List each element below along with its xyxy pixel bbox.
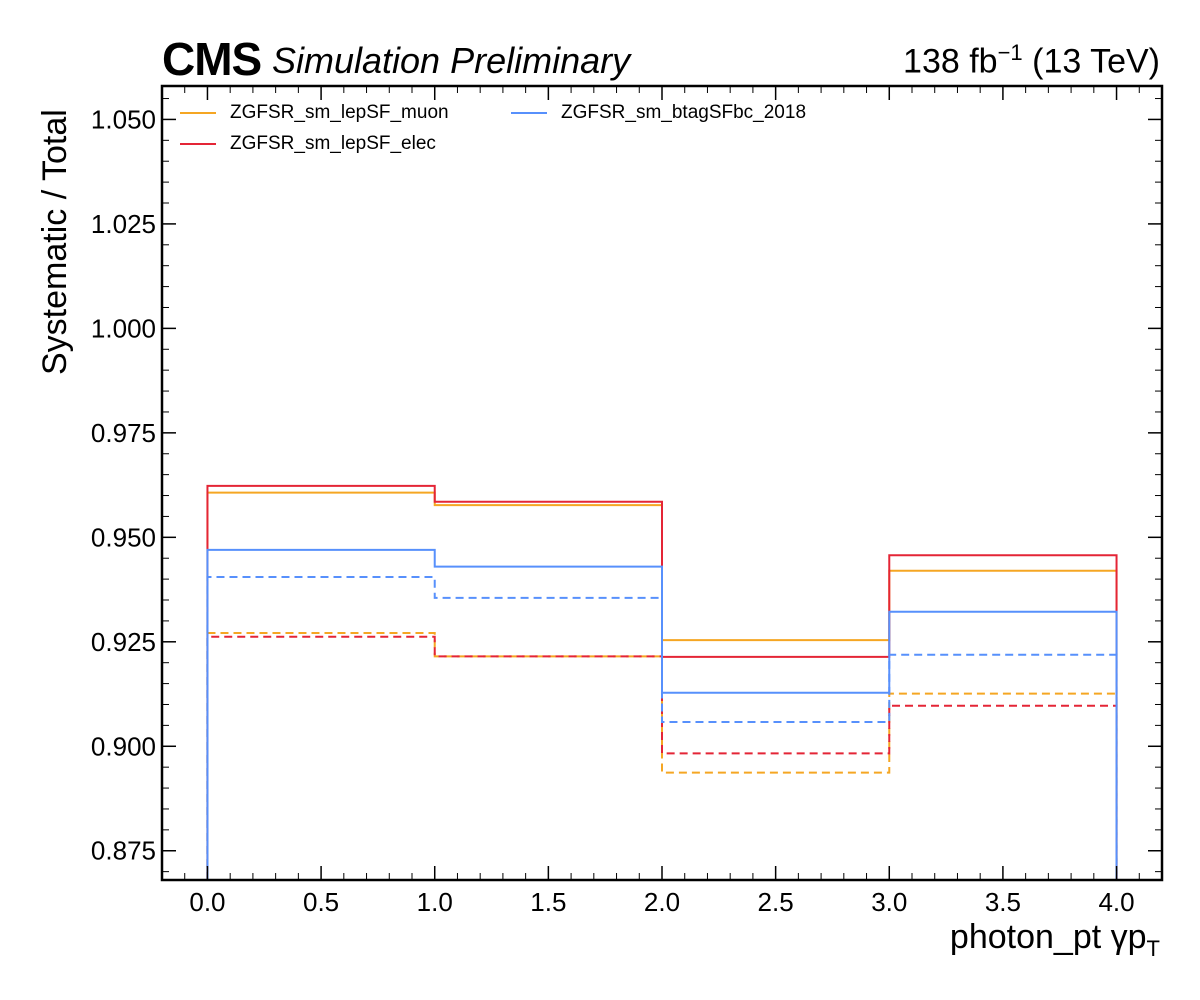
status-label: Simulation Preliminary bbox=[272, 40, 631, 81]
x-tick-label-1: 0.5 bbox=[303, 887, 339, 917]
y-tick-label-6: 1.025 bbox=[91, 209, 156, 239]
series-line-1 bbox=[206, 632, 1118, 880]
legend-swatch-btag bbox=[511, 112, 547, 114]
y-tick-label-7: 1.050 bbox=[91, 104, 156, 134]
lumi-value: 138 fb bbox=[903, 42, 998, 81]
legend-swatch-elec bbox=[180, 143, 216, 145]
x-tick-label-2: 1.0 bbox=[417, 887, 453, 917]
x-axis-label: photon_pt γpT bbox=[950, 918, 1160, 962]
x-tick-label-6: 3.0 bbox=[871, 887, 907, 917]
x-tick-label-0: 0.0 bbox=[189, 887, 225, 917]
luminosity-label: 138 fb−1 (13 TeV) bbox=[903, 40, 1160, 81]
x-axis-label-subscript: T bbox=[1146, 935, 1160, 961]
plot-frame bbox=[160, 84, 1164, 882]
legend-item-muon: ZGFSR_sm_lepSF_muon bbox=[180, 102, 449, 124]
y-tick-label-0: 0.875 bbox=[91, 836, 156, 866]
legend-swatch-muon bbox=[180, 112, 216, 114]
legend-label-muon: ZGFSR_sm_lepSF_muon bbox=[230, 102, 449, 123]
y-tick-label-1: 0.900 bbox=[91, 731, 156, 761]
x-tick-label-5: 2.5 bbox=[758, 887, 794, 917]
x-tick-label-4: 2.0 bbox=[644, 887, 680, 917]
x-axis-label-text: photon_pt γp bbox=[949, 918, 1147, 956]
lumi-exponent: −1 bbox=[997, 40, 1023, 65]
y-axis-label: Systematic / Total bbox=[36, 109, 74, 375]
series-line-3 bbox=[206, 635, 1118, 880]
y-tick-label-2: 0.925 bbox=[91, 627, 156, 657]
cms-logo: CMS bbox=[162, 33, 262, 85]
legend-item-elec: ZGFSR_sm_lepSF_elec bbox=[180, 133, 436, 155]
lumi-energy: (13 TeV) bbox=[1022, 42, 1160, 81]
x-tick-label-8: 4.0 bbox=[1098, 887, 1134, 917]
x-tick-label-3: 1.5 bbox=[530, 887, 566, 917]
series-line-5 bbox=[206, 576, 1118, 880]
legend-label-btag: ZGFSR_sm_btagSFbc_2018 bbox=[561, 102, 807, 123]
y-tick-label-3: 0.950 bbox=[91, 522, 156, 552]
legend-label-elec: ZGFSR_sm_lepSF_elec bbox=[230, 133, 436, 154]
legend-item-btag: ZGFSR_sm_btagSFbc_2018 bbox=[511, 102, 806, 124]
x-tick-label-7: 3.5 bbox=[985, 887, 1021, 917]
y-tick-label-5: 1.000 bbox=[91, 313, 156, 343]
y-tick-label-4: 0.975 bbox=[91, 418, 156, 448]
